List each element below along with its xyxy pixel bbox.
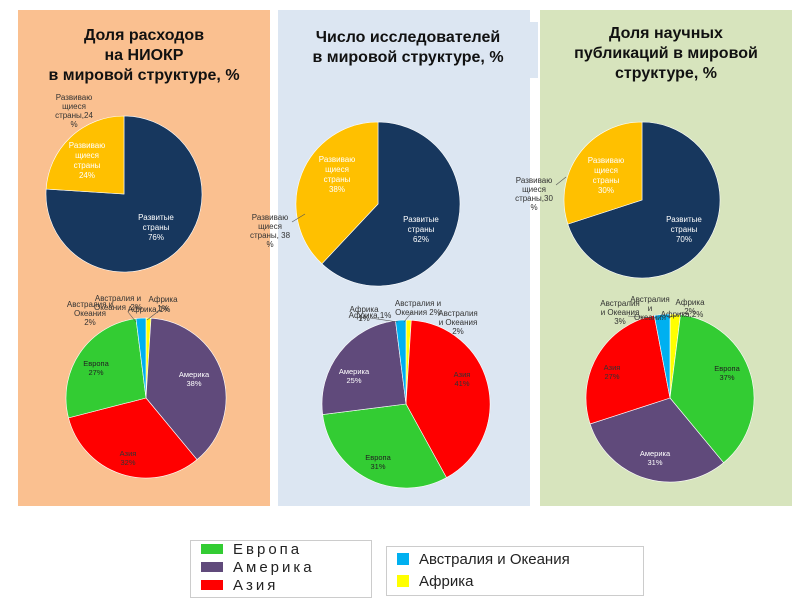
data-label-developed: Развитые страны 62% [403, 215, 439, 244]
pie-slice-australia [653, 313, 671, 399]
data-label-developed: Развитые страны 76% [138, 213, 174, 242]
pie-slice-developed [321, 121, 461, 287]
pie-slice-america [145, 317, 227, 461]
pie-slice-developed [567, 121, 721, 279]
data-label-europe: Европа 31% [365, 453, 391, 471]
callout-developing-rnd: Развиваю щиеся страны,24% [55, 93, 93, 129]
callout-australia-researchers-leader [403, 311, 413, 323]
data-label-europe: Европа 27% [83, 359, 109, 377]
legend-item-america: Америка [201, 557, 315, 577]
legend-label: Азия [233, 576, 279, 594]
callout-developing-researchers-leader [291, 213, 306, 223]
callout-africa-researchers-alt: Африка,1% [349, 311, 392, 320]
title-line: Доля расходов [83, 27, 205, 44]
callout-developing-publications: Развиваю щиеся страны,30% [515, 176, 553, 212]
title-line: на НИОКР [104, 47, 184, 64]
callout-africa-researchers-leader [369, 317, 399, 323]
legend-label: Америка [233, 558, 315, 576]
pie-slice-america [321, 320, 407, 415]
callout-africa-rnd-leader [146, 309, 161, 321]
callout-australia-researchers-alt: Австралия и Океания 2% [438, 309, 478, 336]
callout-australia-rnd-alt: Австралия и Океания 2% [67, 300, 113, 327]
legend-swatch-asia [201, 580, 223, 590]
data-label-asia: Азия 41% [454, 370, 471, 388]
pie-slice-asia [405, 319, 491, 479]
callout-africa-rnd-alt: Африка,1% [128, 305, 171, 314]
data-label-developing: Развиваю щиеся страны 38% [319, 155, 355, 194]
data-label-america: Америка 38% [179, 370, 210, 388]
pie-slice-asia [68, 397, 198, 479]
data-label-developed: Развитые страны 70% [666, 215, 702, 244]
callout-australia-publications-leader [627, 315, 655, 319]
legend-swatch-australia [397, 553, 409, 565]
data-label-asia: Азия 27% [604, 363, 621, 381]
callout-australia-rnd-leader [127, 311, 137, 323]
pie-slice-asia [585, 315, 671, 425]
legend-item-australia: Австралия и Океания [397, 549, 570, 569]
legend-label: Австралия и Океания [419, 550, 570, 568]
legend-swatch-africa [397, 575, 409, 587]
callout-africa-researchers: Африка 1% [349, 305, 379, 323]
legend-item-africa: Африка [397, 571, 473, 591]
title-line: Доля научных [609, 25, 723, 42]
legend-swatch-europe [201, 544, 223, 554]
pie-slice-developing [563, 121, 643, 225]
legend-item-asia: Азия [201, 575, 278, 595]
callout-australia-publications: Австралия и Океания 3% [600, 299, 640, 326]
callout-africa-publications-alt: Африка,2% [661, 310, 704, 319]
pie-slice-europe [669, 314, 755, 464]
title-line: в мировой структуре, % [312, 49, 504, 66]
panel-title-rnd-spending: Доля расходов на НИОКР в мировой структу… [18, 26, 270, 86]
data-label-developing: Развиваю щиеся страны 24% [69, 141, 105, 180]
legend-regions-right: Австралия и Океания Африка [386, 546, 644, 596]
pie-slice-america [589, 397, 724, 483]
data-label-developing: Развиваю щиеся страны 30% [588, 156, 624, 195]
pie-slice-australia [395, 319, 407, 405]
callout-africa-publications: Африка 2% [675, 298, 705, 316]
callout-africa-rnd: Африка 1% [148, 295, 178, 313]
legend-regions-left: Европа Америка Азия [190, 540, 372, 598]
panel-title-publications: Доля научных публикаций в мировой структ… [540, 24, 792, 84]
callout-australia-researchers: Австралия и Океания 2% [395, 299, 441, 317]
data-label-america: Америка 25% [339, 367, 370, 385]
legend-label: Африка [419, 572, 474, 590]
pie-slice-australia [135, 317, 147, 399]
panel-title-researchers: Число исследователей в мировой структуре… [278, 22, 538, 78]
legend-item-europe: Европа [201, 539, 302, 559]
callout-africa-publications-leader [667, 311, 685, 319]
callout-developing-researchers: Развиваю щиеся страны, 38% [250, 213, 291, 249]
callout-developing-publications-leader [555, 176, 567, 186]
pie-slice-europe [65, 318, 147, 419]
title-line: Число исследователей [315, 29, 501, 46]
data-label-asia: Азия 32% [120, 449, 137, 467]
data-label-europe: Европа 37% [714, 364, 740, 382]
data-label-america: Америка 31% [640, 449, 671, 467]
pie-slice-developing [295, 121, 379, 265]
pie-slice-europe [322, 403, 447, 489]
callout-australia-publications-alt: Австралия и Океания [630, 295, 670, 322]
callout-australia-rnd: Австралия и Океания ,2% [94, 294, 142, 312]
pie-slice-developing [45, 115, 125, 195]
legend-label: Европа [233, 540, 303, 558]
title-line: структуре, % [615, 65, 717, 82]
title-line: в мировой структуре, % [48, 67, 240, 84]
legend-swatch-america [201, 562, 223, 572]
title-line: публикаций в мировой [574, 45, 758, 62]
